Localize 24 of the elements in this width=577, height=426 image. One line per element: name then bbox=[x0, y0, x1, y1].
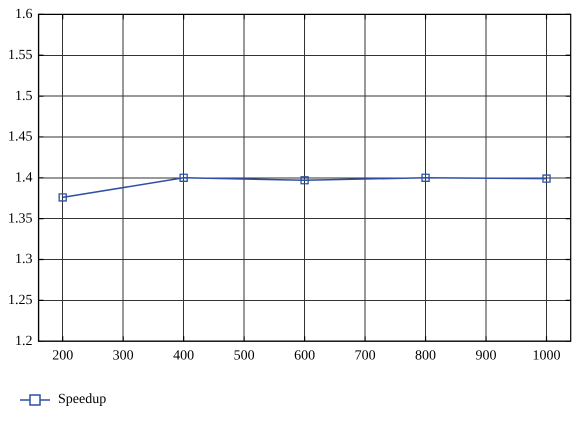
x-tick-label: 800 bbox=[415, 348, 436, 364]
y-tick-label: 1.25 bbox=[8, 293, 32, 308]
point bbox=[58, 193, 67, 202]
y-tick-label: 1.4 bbox=[15, 170, 32, 186]
point bbox=[542, 174, 551, 183]
point bbox=[179, 174, 188, 182]
x-tick-label: 1000 bbox=[532, 348, 561, 364]
x-tick-label: 900 bbox=[476, 348, 497, 364]
y-tick-label: 1.3 bbox=[15, 252, 32, 268]
y-tick-label: 1.55 bbox=[8, 48, 32, 63]
y-tick-label: 1.2 bbox=[15, 334, 32, 349]
x-tick-label: 700 bbox=[354, 348, 376, 364]
x-tick-label: 300 bbox=[112, 348, 134, 364]
point bbox=[421, 174, 430, 182]
legend-label: Speedup bbox=[58, 392, 106, 408]
point bbox=[300, 176, 309, 184]
x-tick-label: 200 bbox=[52, 348, 74, 364]
y-tick-label: 1.6 bbox=[15, 7, 32, 22]
x-tick-label: 400 bbox=[173, 348, 194, 364]
x-tick-label: 500 bbox=[234, 348, 255, 364]
y-tick-label: 1.5 bbox=[15, 88, 32, 104]
y-tick-label: 1.45 bbox=[8, 130, 32, 145]
x-tick-label: 600 bbox=[294, 348, 316, 364]
y-tick-label: 1.35 bbox=[8, 211, 32, 226]
